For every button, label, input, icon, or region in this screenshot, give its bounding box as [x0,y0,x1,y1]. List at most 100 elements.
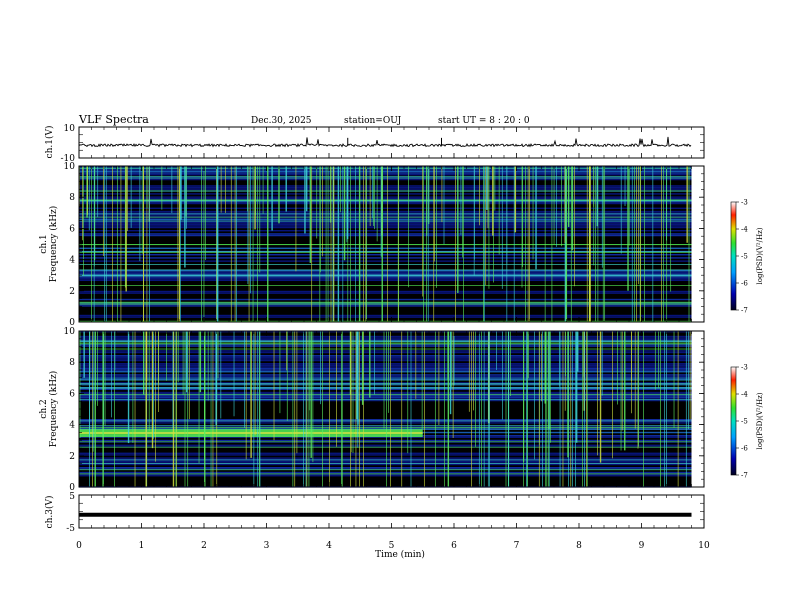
date-label: Dec.30, 2025 [251,116,312,126]
spectrogram-row [79,471,692,474]
spectrogram-row [79,393,692,395]
spectrogram-row [79,270,692,272]
spectrogram-row [79,436,692,439]
spectrogram-row [79,460,692,463]
spectrogram-row [79,223,692,226]
spectrogram-row [79,345,692,347]
colorbar-tick-label: -7 [741,472,748,480]
colorbar-tick-label: -5 [741,418,748,426]
spectrogram-row [79,388,692,391]
y-tick-label: 6 [69,389,75,399]
spectrogram-row [79,260,692,262]
narrowband-line [79,387,692,389]
y-tick-label: 4 [69,421,75,431]
spectrogram-row [79,172,692,174]
spectrogram-row [79,358,692,360]
ch3-ytick-bottom: -5 [66,524,75,534]
spectrogram-row [79,420,692,423]
spectrogram-row [79,350,692,352]
spectrogram-row [79,225,692,227]
spectrogram-row [79,278,692,280]
spectrogram-row [79,374,692,376]
spectrogram-row [79,475,692,477]
spectrogram-row [79,343,692,346]
narrowband-line [79,387,692,389]
ch1-spectrogram-panel: 0 2 4 6 8 10 ch.1 Frequency (kHz) [39,162,705,328]
ch3-ytick-top: 5 [69,492,75,502]
x-tick-label: 1 [139,541,145,551]
narrowband-line [79,469,692,471]
narrowband-line [79,394,692,396]
spectrogram-row [79,276,692,278]
spectrogram-row [79,186,692,189]
spectrogram-row [79,422,692,424]
spectrogram-row [79,233,692,235]
ch2-spectrogram-heatmap [78,330,705,488]
x-tick-label: 8 [576,541,582,551]
spectrogram-row [79,234,692,237]
x-tick-label: 4 [326,541,332,551]
spectrogram-row [79,212,692,214]
spectrogram-row [79,188,692,190]
spectrogram-row [79,351,692,354]
narrowband-line [79,301,692,303]
spectrogram-row [79,273,692,275]
narrowband-line [79,340,692,342]
spectrogram-row [79,364,692,367]
start-time-label: start UT = 8 : 20 : 0 [438,116,530,126]
ch3-waveform-line [79,502,704,521]
spectrogram-row [79,462,692,464]
spectrogram-row [79,391,692,394]
colorbar-tick-label: -3 [741,364,748,372]
ch1-waveform-line [78,134,704,151]
narrowband-line [79,264,692,265]
x-tick-label: 3 [264,541,270,551]
spectrogram-row [79,335,692,338]
spectrogram-row [79,298,692,301]
ch2-colorbar: -3 -4 -5 -6 -7 log(PSD)(V²/Hz) [730,364,764,480]
spectrogram-row [79,444,692,447]
narrowband-line [79,348,692,350]
ch1-ytick-top: 10 [64,124,76,134]
narrowband-line [79,252,692,253]
narrowband-line [79,399,692,401]
narrowband-line [79,302,692,304]
spectrogram-row [79,398,692,400]
spectrogram-row [79,467,692,469]
narrowband-line [79,341,692,342]
spectrogram-row [79,314,692,317]
spectrogram-row [79,185,692,187]
spectrogram-row [79,230,692,232]
ch1-waveform-frame [78,126,705,159]
spectrogram-row [79,198,692,200]
spectrogram-row [79,363,692,365]
y-tick-label: 2 [69,452,75,462]
spectrogram-row [79,371,692,373]
y-tick-label: 0 [69,483,75,493]
spectrogram-row [79,207,692,210]
time-axis: 0 1 2 3 4 5 6 7 8 9 10 [76,127,710,551]
ch1-spec-ylabel-channel: ch.1 [39,234,49,253]
x-tick-label: 6 [451,541,457,551]
narrowband-line [79,379,692,381]
spectrogram-row [79,331,692,333]
narrowband-line [79,303,692,305]
spectrogram-row [79,201,692,203]
spectrogram-row [79,210,692,213]
narrowband-line [79,383,692,384]
spectrogram-row [79,290,692,293]
spectrogram-row [79,305,692,307]
y-tick-label: 4 [69,256,75,266]
spectrogram-row [79,257,692,259]
spectrogram-row [79,170,692,173]
narrowband-line [79,274,692,276]
y-tick-label: 10 [64,162,76,172]
narrowband-line [79,420,692,422]
x-tick-label: 5 [389,541,395,551]
x-tick-label: 7 [514,541,520,551]
spectrogram-row [79,218,692,221]
narrowband-line [79,342,692,344]
ch2-colorbar-label: log(PSD)(V²/Hz) [756,392,764,449]
narrowband-line [79,343,692,345]
x-tick-label: 9 [639,541,645,551]
